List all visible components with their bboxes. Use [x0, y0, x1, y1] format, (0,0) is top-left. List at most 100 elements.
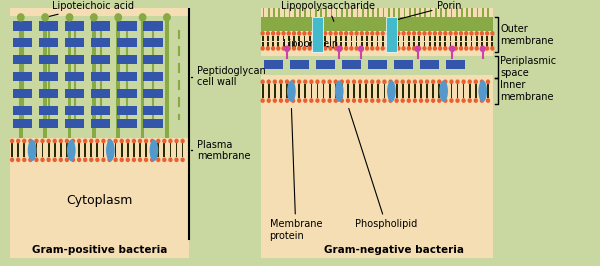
Circle shape — [285, 98, 289, 103]
Bar — [65, 38, 85, 47]
Circle shape — [266, 80, 271, 84]
Circle shape — [328, 31, 332, 36]
Bar — [85, 148, 86, 157]
Bar — [54, 143, 56, 153]
Bar — [335, 42, 337, 48]
Circle shape — [266, 98, 271, 103]
Circle shape — [181, 157, 185, 162]
Bar — [48, 148, 50, 157]
Circle shape — [443, 80, 448, 84]
Ellipse shape — [163, 13, 171, 22]
Bar — [39, 106, 58, 115]
Text: Lipopolysaccharide: Lipopolysaccharide — [281, 1, 375, 21]
Bar — [41, 143, 43, 153]
Bar — [299, 8, 301, 17]
Circle shape — [413, 80, 417, 84]
Circle shape — [315, 98, 320, 103]
Bar — [277, 42, 279, 48]
Bar — [65, 72, 85, 81]
Bar — [13, 55, 32, 64]
Bar — [151, 148, 153, 157]
Circle shape — [388, 80, 393, 84]
Bar — [133, 143, 135, 153]
Circle shape — [448, 31, 453, 36]
Bar — [486, 42, 488, 48]
Bar — [365, 89, 367, 98]
Circle shape — [485, 46, 489, 51]
Circle shape — [382, 80, 386, 84]
Circle shape — [334, 31, 338, 36]
Bar — [41, 148, 43, 157]
Bar — [91, 55, 110, 64]
Circle shape — [376, 31, 380, 36]
Circle shape — [168, 139, 173, 143]
Circle shape — [413, 98, 417, 103]
Circle shape — [490, 31, 494, 36]
Bar — [309, 36, 311, 41]
Bar — [292, 84, 294, 94]
Bar — [320, 8, 322, 17]
Bar — [263, 8, 265, 17]
Bar — [346, 42, 347, 48]
Bar — [418, 36, 420, 41]
Bar — [481, 89, 483, 98]
Circle shape — [437, 98, 442, 103]
Ellipse shape — [387, 80, 396, 102]
Ellipse shape — [106, 140, 115, 161]
Bar — [317, 89, 319, 98]
Bar — [420, 89, 422, 98]
Bar — [91, 106, 110, 115]
Bar — [475, 84, 476, 94]
Circle shape — [125, 157, 130, 162]
Bar — [127, 143, 128, 153]
Bar — [292, 89, 294, 98]
Bar — [393, 8, 395, 17]
Bar — [329, 42, 331, 48]
Bar — [109, 148, 110, 157]
Bar — [377, 84, 379, 94]
Bar — [143, 119, 163, 128]
Circle shape — [358, 98, 362, 103]
Circle shape — [364, 80, 368, 84]
Circle shape — [276, 31, 280, 36]
Text: Membrane
protein: Membrane protein — [269, 109, 322, 241]
Bar — [288, 42, 290, 48]
Bar — [439, 84, 440, 94]
Bar — [304, 89, 306, 98]
Bar — [298, 89, 300, 98]
Bar — [91, 119, 110, 128]
Bar — [362, 8, 364, 17]
Bar — [359, 89, 361, 98]
Bar — [466, 36, 467, 41]
Bar — [359, 84, 361, 94]
Bar — [353, 89, 355, 98]
Ellipse shape — [67, 140, 76, 161]
Bar — [361, 36, 363, 41]
Bar — [445, 42, 446, 48]
Bar — [329, 36, 331, 41]
Circle shape — [322, 80, 326, 84]
Bar — [274, 84, 276, 94]
Circle shape — [309, 80, 314, 84]
Bar — [487, 89, 489, 98]
Bar — [481, 36, 483, 41]
Bar — [317, 84, 319, 94]
Circle shape — [309, 98, 314, 103]
Circle shape — [297, 98, 301, 103]
Circle shape — [352, 98, 356, 103]
Circle shape — [431, 80, 436, 84]
Circle shape — [156, 139, 160, 143]
Circle shape — [297, 80, 301, 84]
Bar — [29, 143, 31, 153]
Bar — [118, 106, 137, 115]
Bar — [445, 8, 447, 17]
Bar — [424, 42, 425, 48]
Bar — [413, 42, 415, 48]
Circle shape — [380, 31, 385, 36]
Bar — [346, 36, 347, 41]
Bar — [39, 38, 58, 47]
Bar — [263, 60, 283, 69]
Circle shape — [461, 80, 466, 84]
Bar — [262, 89, 263, 98]
Circle shape — [181, 139, 185, 143]
